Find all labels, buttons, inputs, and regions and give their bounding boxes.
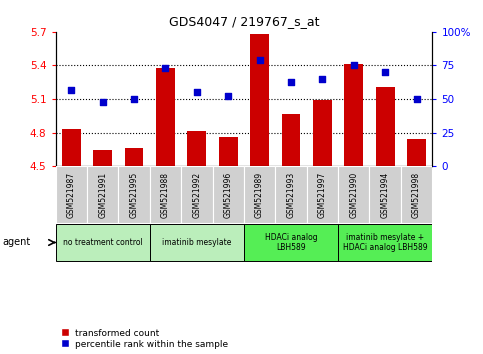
Text: imatinib mesylate: imatinib mesylate [162,238,231,247]
FancyBboxPatch shape [244,166,275,223]
Point [224,93,232,99]
Bar [156,68,175,166]
Bar [62,129,81,166]
FancyBboxPatch shape [56,166,87,223]
FancyBboxPatch shape [369,166,401,223]
Legend: transformed count, percentile rank within the sample: transformed count, percentile rank withi… [60,328,229,349]
Text: GSM521993: GSM521993 [286,172,296,218]
Point [287,79,295,85]
Bar [376,87,395,166]
Bar [282,114,300,166]
Text: imatinib mesylate +
HDACi analog LBH589: imatinib mesylate + HDACi analog LBH589 [343,233,427,252]
FancyBboxPatch shape [338,166,369,223]
Text: GSM521992: GSM521992 [192,172,201,218]
FancyBboxPatch shape [307,166,338,223]
Text: GSM521997: GSM521997 [318,172,327,218]
Text: GSM521990: GSM521990 [349,172,358,218]
FancyBboxPatch shape [118,166,150,223]
FancyBboxPatch shape [244,224,338,261]
Text: GSM521987: GSM521987 [67,172,76,218]
FancyBboxPatch shape [150,166,181,223]
Point [319,76,327,82]
Text: HDACi analog
LBH589: HDACi analog LBH589 [265,233,317,252]
Point [68,87,75,92]
Bar [219,137,238,166]
Bar [125,148,143,166]
Point [256,57,264,63]
Bar [344,64,363,166]
FancyBboxPatch shape [56,224,150,261]
Bar [313,100,332,166]
Text: no treatment control: no treatment control [63,238,142,247]
FancyBboxPatch shape [150,224,244,261]
Text: GSM521998: GSM521998 [412,172,421,218]
FancyBboxPatch shape [338,224,432,261]
Text: GSM521995: GSM521995 [129,172,139,218]
Point [193,90,201,95]
Bar [250,34,269,166]
Point [412,96,420,102]
Bar [407,139,426,166]
Point [130,96,138,102]
Text: GSM521996: GSM521996 [224,172,233,218]
Point [99,99,107,105]
Text: agent: agent [2,238,30,247]
Text: GSM521988: GSM521988 [161,172,170,218]
Bar [93,149,112,166]
FancyBboxPatch shape [275,166,307,223]
FancyBboxPatch shape [401,166,432,223]
Point [382,69,389,75]
Text: GSM521989: GSM521989 [255,172,264,218]
FancyBboxPatch shape [87,166,118,223]
Text: GSM521994: GSM521994 [381,172,390,218]
FancyBboxPatch shape [181,166,213,223]
Point [161,65,170,71]
Bar [187,131,206,166]
FancyBboxPatch shape [213,166,244,223]
Text: GSM521991: GSM521991 [98,172,107,218]
Text: GDS4047 / 219767_s_at: GDS4047 / 219767_s_at [169,15,319,28]
Point [350,63,357,68]
